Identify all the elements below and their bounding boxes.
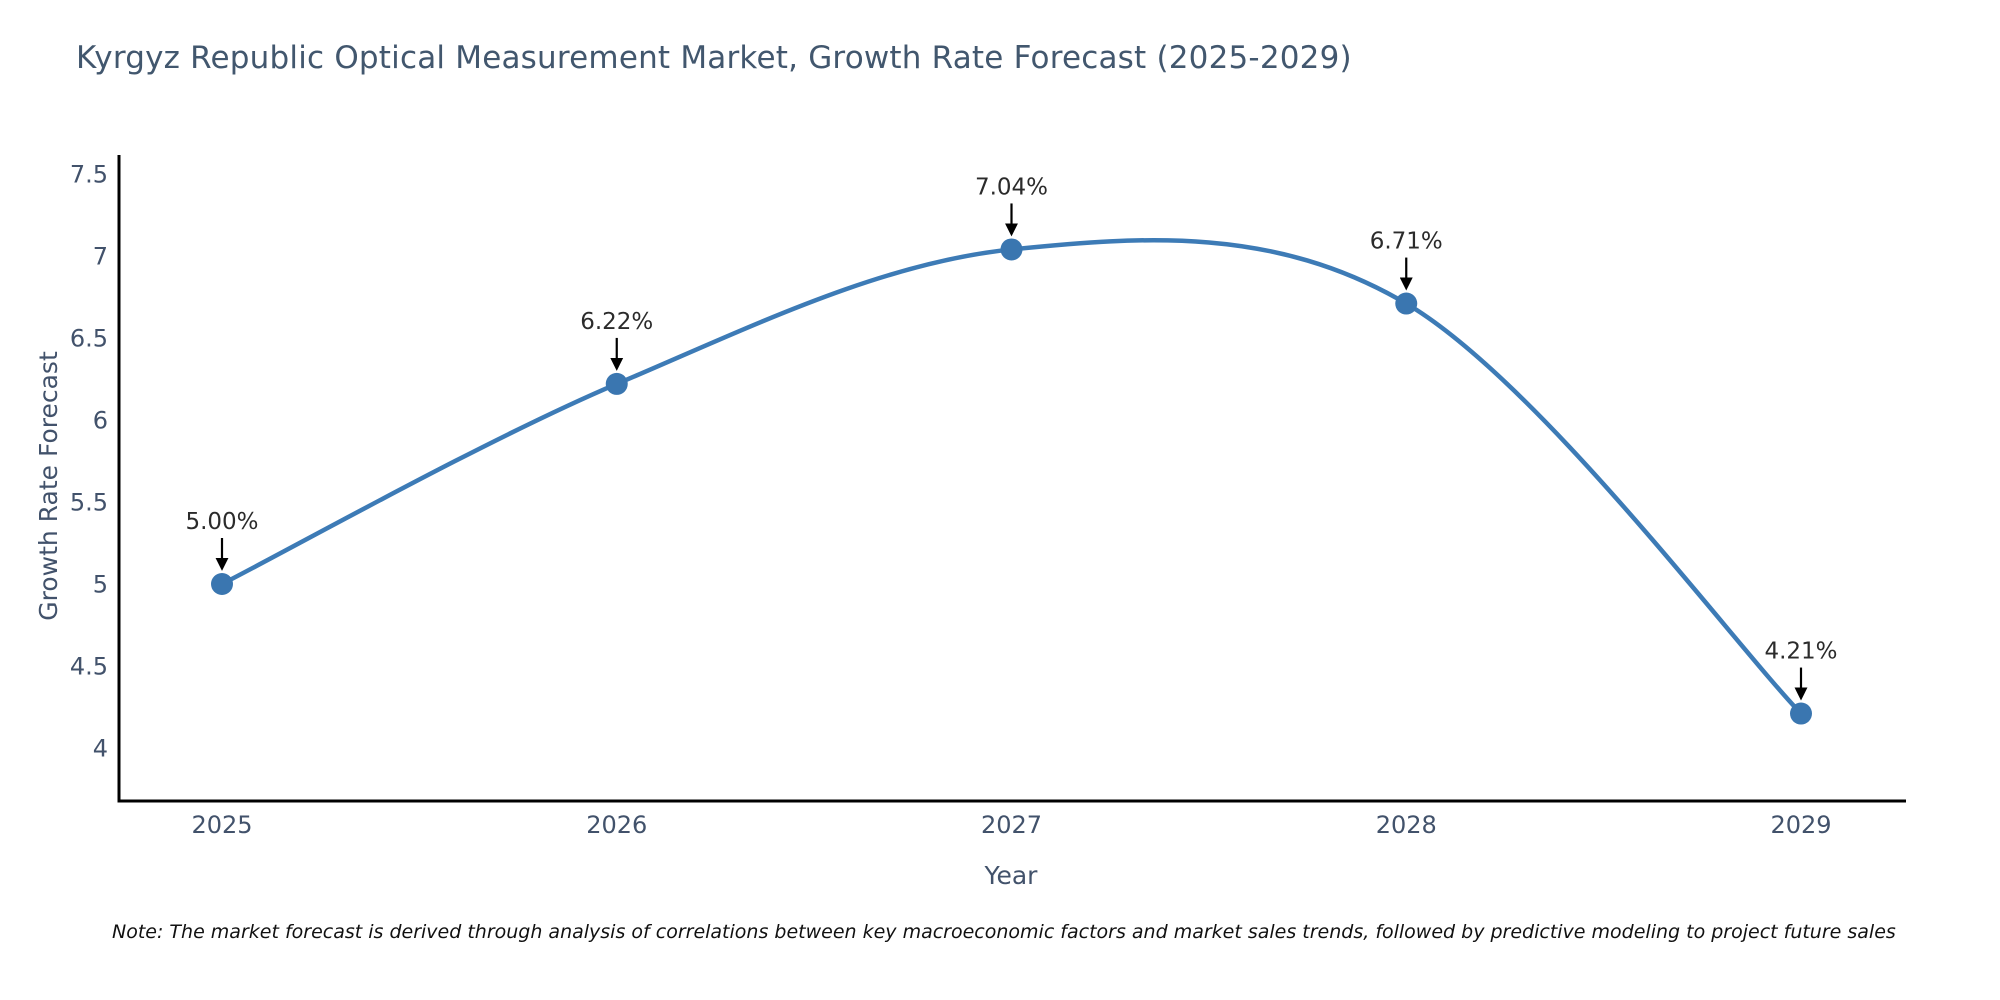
- point-annotations: 5.00% 6.22% 7.04% 6.71% 4.21%: [185, 174, 1838, 701]
- data-point-marker: [1395, 292, 1418, 315]
- data-point-marker: [211, 573, 233, 595]
- x-axis-label: Year: [984, 861, 1039, 890]
- y-tick-label: 6.5: [70, 325, 108, 353]
- x-tick-label: 2027: [981, 811, 1042, 839]
- data-point-marker: [605, 372, 628, 395]
- annotation-label: 5.00%: [185, 509, 258, 535]
- data-point-marker: [1000, 238, 1023, 261]
- y-tick-labels: 7.5 7 6.5 6 5.5 5 4.5 4: [70, 161, 108, 763]
- y-tick-label: 5.5: [70, 489, 108, 517]
- y-tick-label: 4.5: [70, 653, 108, 681]
- y-tick-label: 7.5: [70, 161, 108, 189]
- x-tick-label: 2025: [191, 811, 252, 839]
- x-tick-label: 2028: [1376, 811, 1437, 839]
- y-tick-label: 5: [93, 571, 108, 599]
- annotation-label: 4.21%: [1764, 639, 1837, 665]
- annotation-label: 6.22%: [580, 309, 653, 335]
- y-tick-label: 6: [93, 407, 108, 435]
- annotation-label: 7.04%: [975, 174, 1048, 200]
- x-tick-labels: 2025 2026 2027 2028 2029: [191, 811, 1831, 839]
- y-tick-label: 7: [93, 243, 108, 271]
- y-axis-label: Growth Rate Forecast: [34, 351, 63, 621]
- footnote: Note: The market forecast is derived thr…: [112, 921, 1896, 943]
- x-tick-label: 2026: [586, 811, 647, 839]
- annotation-label: 6.71%: [1370, 229, 1443, 255]
- data-point-marker: [1790, 702, 1812, 725]
- data-series: [211, 238, 1812, 725]
- y-tick-label: 4: [93, 735, 108, 763]
- x-tick-label: 2029: [1770, 811, 1831, 839]
- growth-rate-line: [219, 238, 1804, 716]
- chart-title: Kyrgyz Republic Optical Measurement Mark…: [76, 40, 1352, 76]
